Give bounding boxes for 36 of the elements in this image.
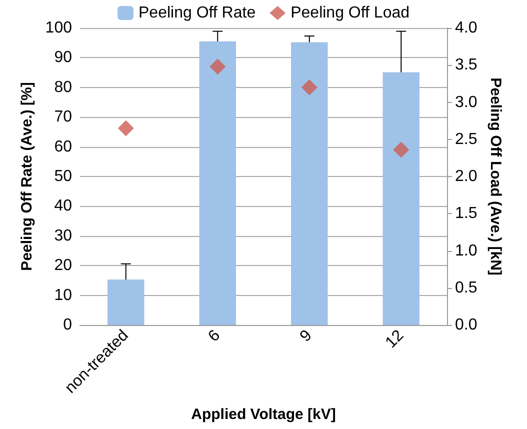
- x-tick-label: 12: [382, 326, 408, 352]
- y2-tick-label: 2.0: [455, 168, 478, 185]
- bar: [382, 72, 420, 325]
- y2-tick-label: 0.5: [455, 279, 478, 296]
- x-tick-label: 9: [297, 326, 316, 346]
- y2-tick-label: 1.5: [455, 205, 478, 222]
- bar: [199, 41, 236, 325]
- point: [118, 120, 134, 136]
- y-tick-label: 100: [45, 20, 72, 36]
- point: [210, 58, 226, 75]
- y2-tick-label: 1.0: [455, 242, 478, 260]
- bar: [291, 42, 328, 325]
- point: [393, 142, 410, 158]
- x-axis-title: Applied Voltage [kV]: [191, 406, 336, 423]
- bar: [108, 280, 144, 325]
- y-tick-label: 40: [54, 198, 72, 215]
- y-axis-title: Peeling Off Rate (Ave.) [%]: [18, 82, 36, 271]
- y-tick-label: 90: [54, 49, 72, 66]
- y-tick-label: 70: [54, 108, 72, 126]
- x-tick-label: 6: [205, 326, 224, 346]
- y-tick-label: 20: [54, 257, 72, 274]
- y-tick-label: 0: [63, 316, 72, 334]
- y2-tick-label: 3.0: [455, 94, 478, 111]
- y-tick-label: 60: [54, 138, 72, 156]
- legend-label: Peeling Off Rate: [138, 4, 256, 22]
- y2-tick-label: 0.0: [455, 316, 478, 334]
- y2-axis-title: Peeling Off Load (Ave.) [kN]: [487, 78, 504, 276]
- legend-label: Peeling Off Load: [290, 4, 410, 22]
- point: [301, 79, 318, 96]
- y2-tick-label: 3.5: [455, 56, 478, 74]
- y2-tick-label: 4.0: [455, 20, 478, 36]
- y-tick-label: 10: [54, 286, 72, 304]
- y-tick-label: 80: [54, 78, 72, 96]
- y2-tick-label: 2.5: [455, 130, 478, 148]
- y-tick-label: 30: [54, 227, 72, 244]
- y-tick-label: 50: [54, 168, 72, 185]
